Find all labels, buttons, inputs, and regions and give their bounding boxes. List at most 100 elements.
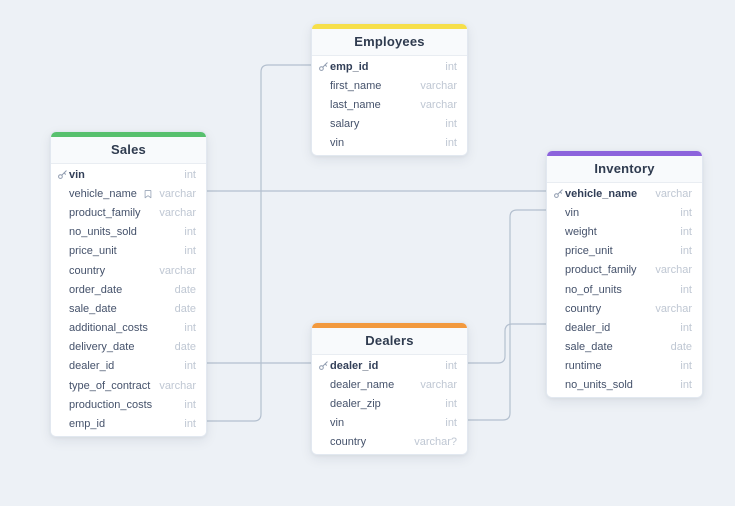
table-header-dealers[interactable]: Dealers bbox=[312, 328, 467, 355]
field-row-inventory-price_unit[interactable]: price_unit int bbox=[547, 242, 702, 261]
field-row-dealers-country[interactable]: country varchar? bbox=[312, 433, 467, 452]
field-row-sales-sale_date[interactable]: sale_date date bbox=[51, 299, 206, 318]
field-row-sales-production_costs[interactable]: production_costs int bbox=[51, 395, 206, 414]
field-row-inventory-no_units_sold[interactable]: no_units_sold int bbox=[547, 376, 702, 395]
field-row-sales-type_of_contract[interactable]: type_of_contract varchar bbox=[51, 376, 206, 395]
primary-key-icon bbox=[57, 169, 69, 180]
field-type: int bbox=[184, 168, 196, 181]
primary-key-icon bbox=[318, 360, 330, 371]
field-type: int bbox=[680, 245, 692, 258]
field-type: varchar bbox=[655, 264, 692, 277]
field-name: emp_id bbox=[69, 418, 106, 431]
field-type: int bbox=[680, 283, 692, 296]
field-row-sales-vehicle_name[interactable]: vehicle_name varchar bbox=[51, 184, 206, 203]
field-name: emp_id bbox=[330, 60, 369, 73]
field-row-inventory-no_of_units[interactable]: no_of_units int bbox=[547, 280, 702, 299]
table-accent-bar bbox=[312, 24, 467, 29]
table-title: Sales bbox=[111, 142, 146, 157]
field-type: int bbox=[445, 397, 457, 410]
field-row-sales-additional_costs[interactable]: additional_costs int bbox=[51, 319, 206, 338]
table-inventory[interactable]: Inventory vehicle_name varchar vin int weight… bbox=[546, 150, 703, 399]
field-name: dealer_id bbox=[330, 359, 379, 372]
field-row-dealers-dealer_name[interactable]: dealer_name varchar bbox=[312, 375, 467, 394]
table-header-employees[interactable]: Employees bbox=[312, 29, 467, 56]
field-row-inventory-country[interactable]: country varchar bbox=[547, 299, 702, 318]
field-type: int bbox=[680, 206, 692, 219]
field-row-inventory-vin[interactable]: vin int bbox=[547, 203, 702, 222]
field-row-employees-emp_id[interactable]: emp_id int bbox=[312, 57, 467, 76]
field-type: int bbox=[445, 118, 457, 131]
field-row-dealers-dealer_zip[interactable]: dealer_zip int bbox=[312, 394, 467, 413]
field-name: product_family bbox=[69, 206, 141, 219]
field-row-sales-no_units_sold[interactable]: no_units_sold int bbox=[51, 223, 206, 242]
field-type: date bbox=[670, 341, 692, 354]
field-row-employees-salary[interactable]: salary int bbox=[312, 115, 467, 134]
primary-key-icon bbox=[553, 188, 565, 199]
primary-key-icon bbox=[318, 61, 330, 72]
field-type: int bbox=[680, 321, 692, 334]
field-row-employees-first_name[interactable]: first_name varchar bbox=[312, 76, 467, 95]
field-row-sales-emp_id[interactable]: emp_id int bbox=[51, 414, 206, 433]
field-name: delivery_date bbox=[69, 341, 135, 354]
field-row-sales-vin[interactable]: vin int bbox=[51, 165, 206, 184]
field-row-inventory-runtime[interactable]: runtime int bbox=[547, 357, 702, 376]
relationship-dealers.vin-to-inventory.vin[interactable] bbox=[468, 209, 546, 421]
table-title: Employees bbox=[354, 34, 425, 49]
field-row-sales-price_unit[interactable]: price_unit int bbox=[51, 242, 206, 261]
table-header-inventory[interactable]: Inventory bbox=[547, 156, 702, 183]
table-dealers[interactable]: Dealers dealer_id int dealer_name varchar dea… bbox=[311, 322, 468, 455]
field-type: varchar bbox=[420, 79, 457, 92]
field-name: no_units_sold bbox=[69, 226, 137, 239]
field-type: varchar bbox=[420, 378, 457, 391]
field-type: date bbox=[174, 302, 196, 315]
field-name: type_of_contract bbox=[69, 379, 151, 392]
field-row-inventory-weight[interactable]: weight int bbox=[547, 222, 702, 241]
field-name: runtime bbox=[565, 360, 602, 373]
field-name: country bbox=[565, 302, 602, 315]
field-type: int bbox=[445, 359, 457, 372]
field-type: int bbox=[680, 225, 692, 238]
field-row-sales-dealer_id[interactable]: dealer_id int bbox=[51, 357, 206, 376]
field-type: int bbox=[184, 398, 196, 411]
field-type: int bbox=[184, 418, 196, 431]
field-type: varchar bbox=[159, 187, 196, 200]
field-row-sales-delivery_date[interactable]: delivery_date date bbox=[51, 338, 206, 357]
field-row-sales-order_date[interactable]: order_date date bbox=[51, 280, 206, 299]
relationship-employees.emp_id-to-sales.emp_id[interactable] bbox=[207, 64, 311, 422]
field-row-inventory-dealer_id[interactable]: dealer_id int bbox=[547, 318, 702, 337]
relationship-dealers.dealer_id-to-inventory.dealer_id[interactable] bbox=[468, 323, 546, 364]
field-type: int bbox=[184, 226, 196, 239]
field-row-inventory-product_family[interactable]: product_family varchar bbox=[547, 261, 702, 280]
field-type: int bbox=[680, 360, 692, 373]
field-name: vin bbox=[565, 206, 580, 219]
table-employees[interactable]: Employees emp_id int first_name varchar last_… bbox=[311, 23, 468, 156]
field-name: dealer_name bbox=[330, 378, 395, 391]
field-name: dealer_zip bbox=[330, 397, 381, 410]
field-row-employees-vin[interactable]: vin int bbox=[312, 134, 467, 153]
field-type: int bbox=[445, 137, 457, 150]
table-header-sales[interactable]: Sales bbox=[51, 137, 206, 164]
table-accent-bar bbox=[547, 151, 702, 156]
field-row-employees-last_name[interactable]: last_name varchar bbox=[312, 95, 467, 114]
field-row-dealers-dealer_id[interactable]: dealer_id int bbox=[312, 356, 467, 375]
field-name: vin bbox=[330, 417, 345, 430]
field-name: price_unit bbox=[565, 245, 613, 258]
field-row-dealers-vin[interactable]: vin int bbox=[312, 414, 467, 433]
field-row-inventory-sale_date[interactable]: sale_date date bbox=[547, 338, 702, 357]
field-row-inventory-vehicle_name[interactable]: vehicle_name varchar bbox=[547, 184, 702, 203]
table-title: Inventory bbox=[594, 161, 655, 176]
field-name: vehicle_name bbox=[69, 187, 137, 200]
field-name: additional_costs bbox=[69, 322, 148, 335]
field-type: varchar bbox=[159, 379, 196, 392]
field-row-sales-product_family[interactable]: product_family varchar bbox=[51, 203, 206, 222]
field-type: date bbox=[174, 341, 196, 354]
field-type: varchar bbox=[655, 187, 692, 200]
field-row-sales-country[interactable]: country varchar bbox=[51, 261, 206, 280]
field-name: salary bbox=[330, 118, 360, 131]
field-name: price_unit bbox=[69, 245, 117, 258]
field-name: production_costs bbox=[69, 398, 153, 411]
table-sales[interactable]: Sales vin int vehicle_name varchar product_fa… bbox=[50, 131, 207, 437]
field-type: int bbox=[184, 360, 196, 373]
table-title: Dealers bbox=[365, 333, 414, 348]
